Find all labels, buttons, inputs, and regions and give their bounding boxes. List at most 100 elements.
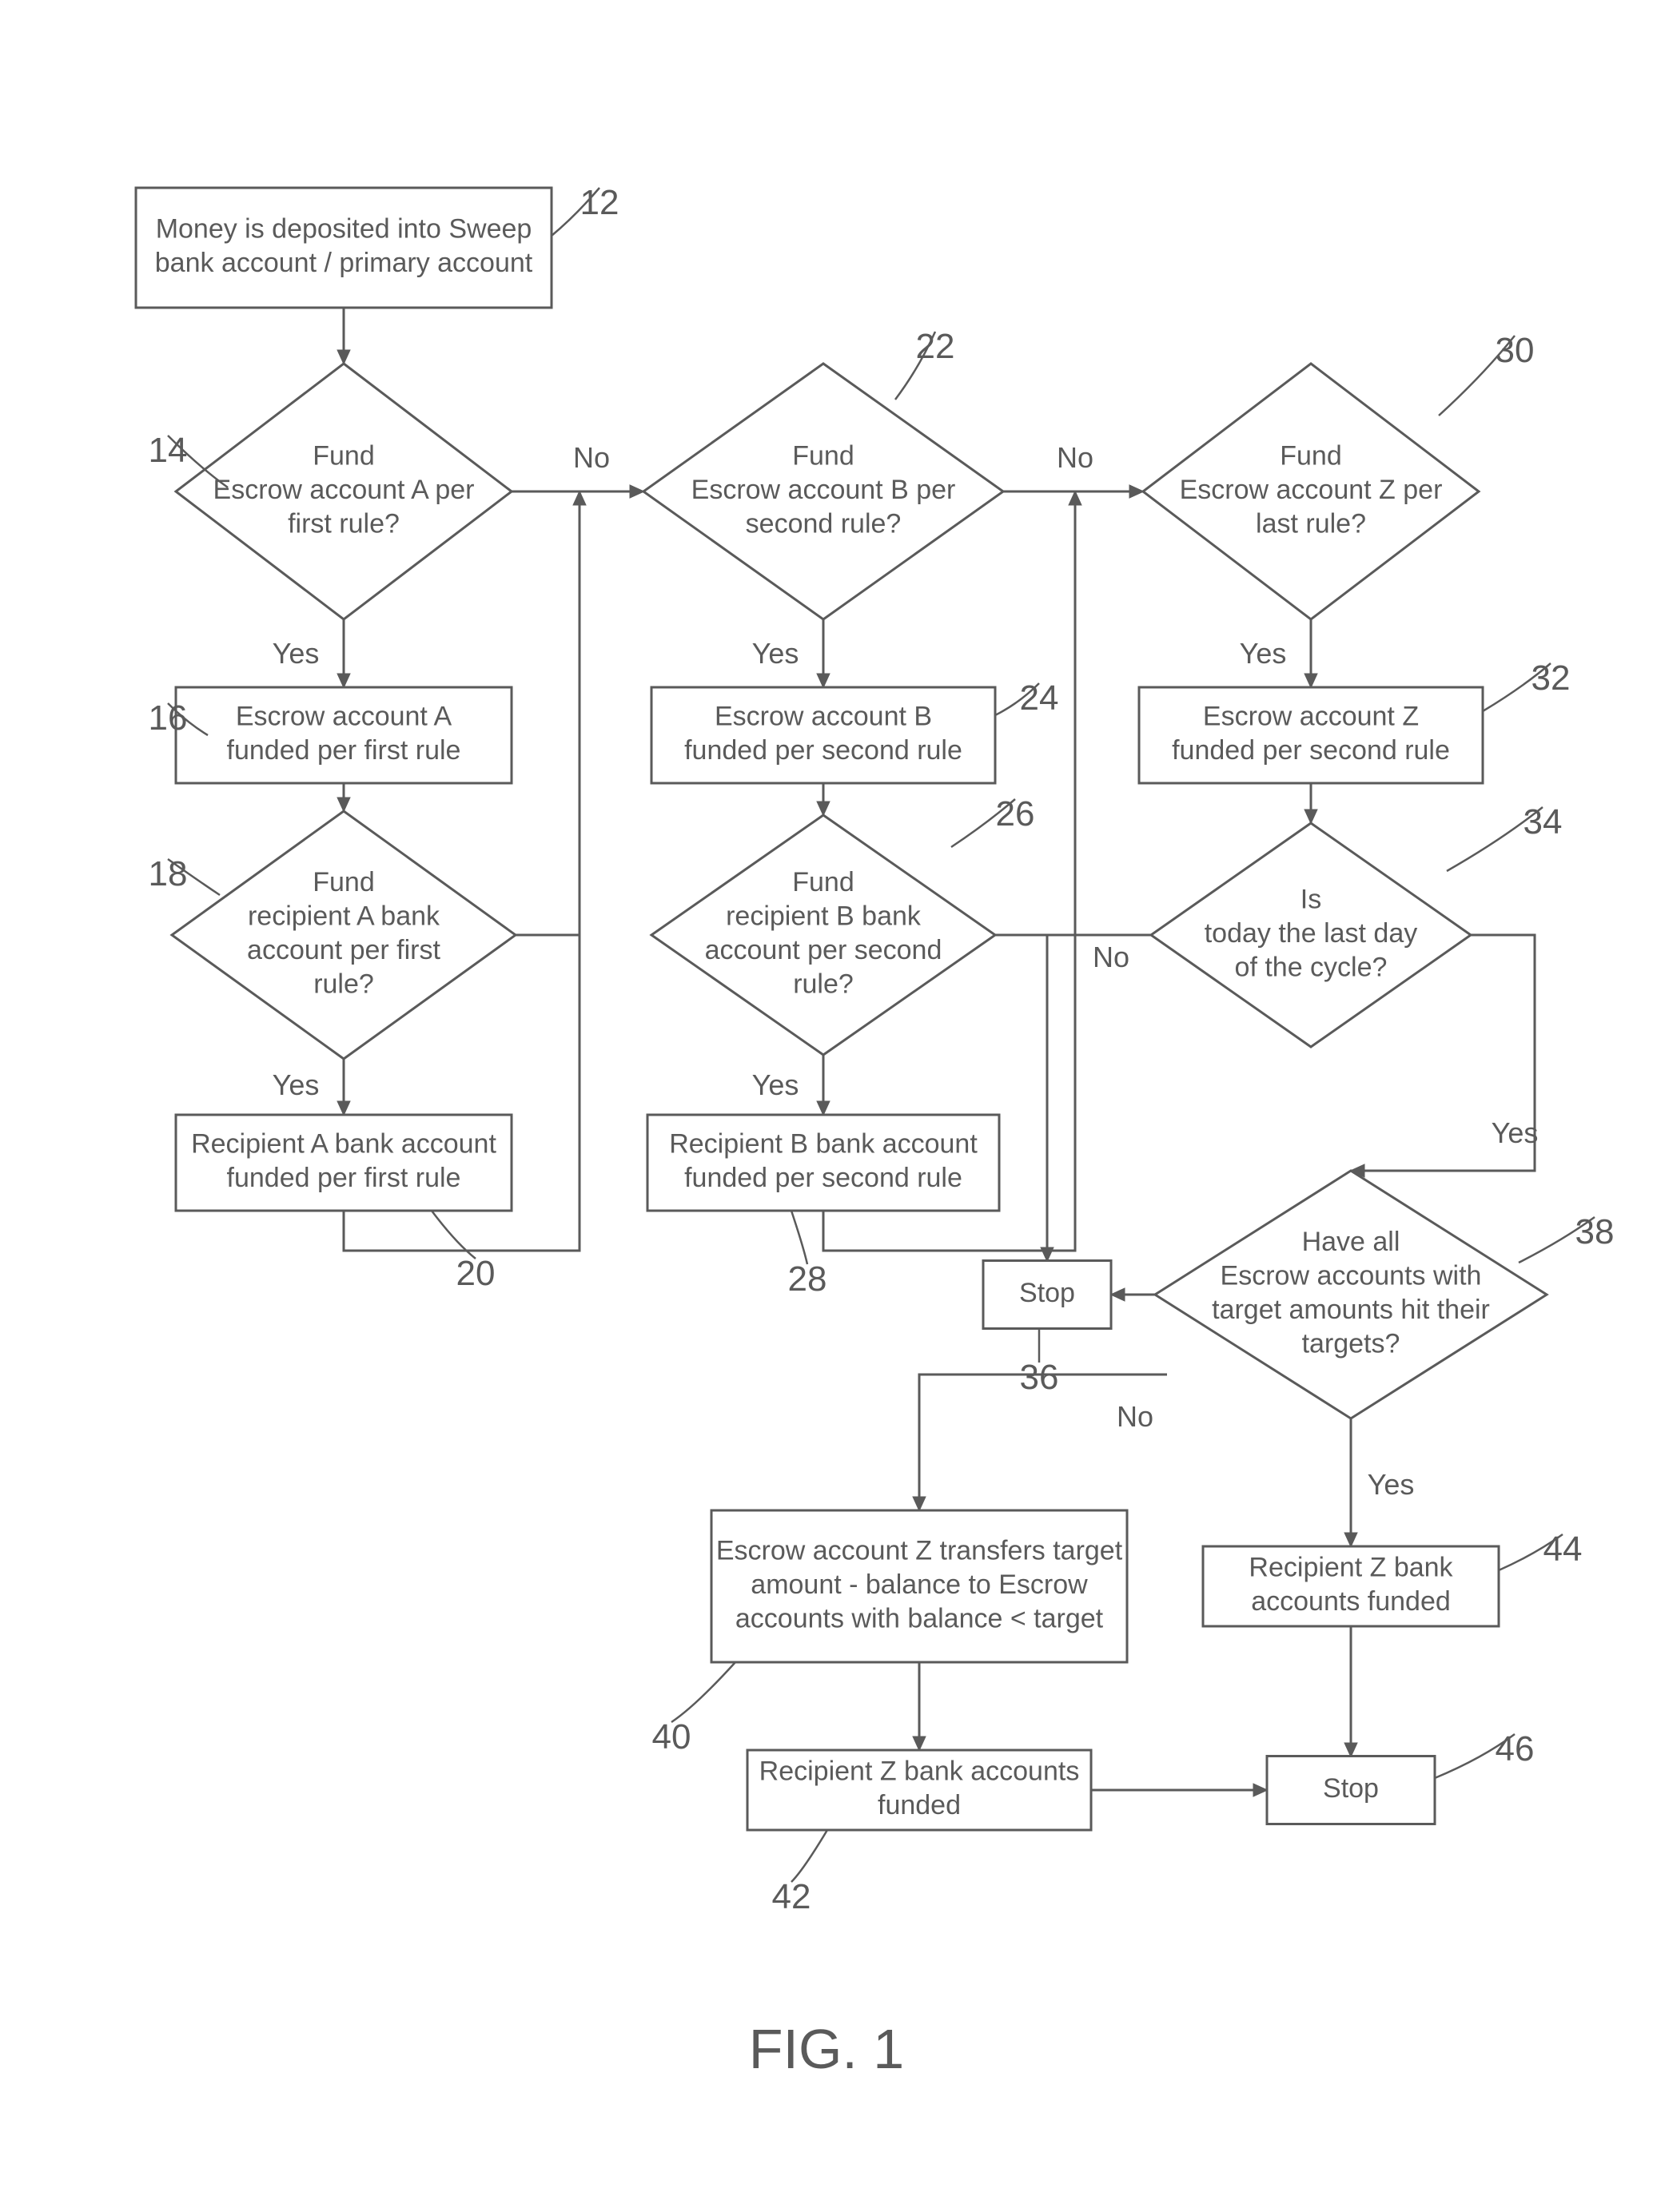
node-n14: Fund Escrow account A perfirst rule? bbox=[176, 364, 512, 619]
node-n36: Stop bbox=[983, 1261, 1111, 1329]
node-text: Stop bbox=[1019, 1278, 1075, 1308]
node-text: funded per second rule bbox=[1172, 735, 1450, 766]
node-text: Have all bbox=[1302, 1227, 1400, 1257]
ref-number: 24 bbox=[1020, 678, 1059, 718]
node-text: Escrow account Z transfers target bbox=[716, 1535, 1123, 1566]
edge bbox=[995, 491, 1143, 935]
node-text: Is bbox=[1300, 884, 1321, 914]
node-text: today the last day bbox=[1205, 918, 1418, 949]
node-text: Escrow account B bbox=[715, 702, 932, 732]
node-text: Escrow accounts with bbox=[1221, 1261, 1482, 1291]
node-text: Recipient B bank account bbox=[669, 1129, 978, 1160]
edge-label: Yes bbox=[752, 637, 799, 670]
node-text: Fund bbox=[1280, 440, 1342, 471]
node-text: Fund bbox=[792, 440, 854, 471]
ref-number: 46 bbox=[1496, 1729, 1535, 1768]
node-text: second rule? bbox=[746, 508, 902, 539]
node-n30: Fund Escrow account Z perlast rule? bbox=[1143, 364, 1479, 619]
node-text: funded per second rule bbox=[684, 1163, 962, 1193]
ref-number: 34 bbox=[1524, 802, 1563, 841]
node-n12: Money is deposited into Sweepbank accoun… bbox=[136, 188, 552, 308]
node-n38: Have all Escrow accounts with target amoun… bbox=[1155, 1171, 1547, 1418]
ref-number: 12 bbox=[580, 183, 619, 222]
node-n34: Is today the last dayof the cycle? bbox=[1151, 823, 1471, 1047]
node-n46: Stop bbox=[1267, 1756, 1435, 1824]
node-text: funded per second rule bbox=[684, 735, 962, 766]
node-text: target amounts hit their bbox=[1212, 1295, 1490, 1325]
node-text: funded bbox=[878, 1790, 961, 1820]
node-text: of the cycle? bbox=[1235, 952, 1388, 982]
node-text: Fund bbox=[313, 440, 375, 471]
ref-number: 32 bbox=[1532, 658, 1571, 698]
node-n42: Recipient Z bank accountsfunded bbox=[747, 1750, 1091, 1830]
node-text: Escrow account A per bbox=[213, 475, 475, 505]
ref-number: 22 bbox=[916, 327, 955, 366]
ref-number: 18 bbox=[149, 854, 188, 893]
ref-number: 16 bbox=[149, 698, 188, 738]
ref-number: 36 bbox=[1020, 1358, 1059, 1397]
ref-number: 14 bbox=[149, 431, 188, 470]
node-n24: Escrow account Bfunded per second rule bbox=[651, 687, 995, 783]
edge-label: No bbox=[1093, 941, 1129, 973]
node-n32: Escrow account Zfunded per second rule bbox=[1139, 687, 1483, 783]
node-n40: Escrow account Z transfers targetamount … bbox=[711, 1510, 1127, 1662]
node-text: rule? bbox=[313, 969, 374, 1000]
node-text: funded per first rule bbox=[227, 1163, 461, 1193]
node-n28: Recipient B bank accountfunded per secon… bbox=[647, 1115, 999, 1211]
node-text: recipient A bank bbox=[248, 901, 440, 932]
edge-label: No bbox=[1117, 1400, 1153, 1433]
ref-number: 28 bbox=[788, 1259, 827, 1299]
node-text: Escrow account A bbox=[236, 702, 452, 732]
node-n18: Fund recipient A bankaccount per first rul… bbox=[172, 811, 516, 1059]
node-n16: Escrow account Afunded per first rule bbox=[176, 687, 512, 783]
node-n22: Fund Escrow account B persecond rule? bbox=[643, 364, 1003, 619]
nodes-layer: Money is deposited into Sweepbank accoun… bbox=[136, 188, 1547, 1830]
ref-number: 44 bbox=[1543, 1530, 1583, 1569]
node-n26: Fund recipient B bankaccount per second ru… bbox=[651, 815, 995, 1055]
edge-label: Yes bbox=[273, 1068, 320, 1101]
node-text: funded per first rule bbox=[227, 735, 461, 766]
node-text: last rule? bbox=[1256, 508, 1366, 539]
node-text: account per first bbox=[247, 935, 440, 965]
figure-label: FIG. 1 bbox=[749, 2018, 904, 2080]
callout-line bbox=[671, 1662, 735, 1722]
node-text: Recipient A bank account bbox=[191, 1129, 496, 1160]
callout-line bbox=[791, 1211, 807, 1264]
node-text: targets? bbox=[1302, 1329, 1400, 1359]
node-text: accounts with balance < target bbox=[735, 1603, 1104, 1633]
edge-label: No bbox=[1057, 441, 1093, 474]
node-text: Recipient Z bank accounts bbox=[759, 1756, 1080, 1787]
flowchart: Yes Yes No Yes Yes No Yes No Yes Yes No Money is de… bbox=[0, 0, 1653, 2212]
ref-number: 20 bbox=[456, 1254, 496, 1293]
node-n44: Recipient Z bankaccounts funded bbox=[1203, 1546, 1499, 1626]
callout-line bbox=[791, 1830, 827, 1882]
edge-label: Yes bbox=[752, 1068, 799, 1101]
node-text: Fund bbox=[313, 867, 375, 897]
node-text: Stop bbox=[1323, 1773, 1379, 1804]
node-text: accounts funded bbox=[1251, 1586, 1451, 1617]
ref-number: 30 bbox=[1496, 331, 1535, 370]
edge-label: Yes bbox=[1240, 637, 1287, 670]
ref-number: 26 bbox=[996, 794, 1035, 833]
edge-label: Yes bbox=[273, 637, 320, 670]
ref-number: 40 bbox=[652, 1717, 691, 1756]
ref-number: 42 bbox=[772, 1877, 811, 1916]
node-text: rule? bbox=[793, 969, 854, 1000]
node-text: Recipient Z bank bbox=[1249, 1553, 1453, 1583]
node-text: first rule? bbox=[288, 508, 400, 539]
ref-number: 38 bbox=[1575, 1212, 1615, 1251]
node-text: Money is deposited into Sweep bbox=[156, 214, 532, 245]
edge-label: No bbox=[573, 441, 610, 474]
node-text: Escrow account B per bbox=[691, 475, 956, 505]
node-n20: Recipient A bank accountfunded per first… bbox=[176, 1115, 512, 1211]
node-text: recipient B bank bbox=[726, 901, 922, 932]
node-text: amount - balance to Escrow bbox=[751, 1569, 1088, 1600]
node-text: Escrow account Z per bbox=[1180, 475, 1443, 505]
edge-label: Yes bbox=[1368, 1468, 1415, 1501]
edge bbox=[1047, 935, 1151, 1261]
node-text: Fund bbox=[792, 867, 854, 897]
node-text: bank account / primary account bbox=[155, 248, 533, 278]
node-text: account per second bbox=[705, 935, 942, 965]
edge-label: Yes bbox=[1492, 1116, 1539, 1149]
node-text: Escrow account Z bbox=[1203, 702, 1419, 732]
